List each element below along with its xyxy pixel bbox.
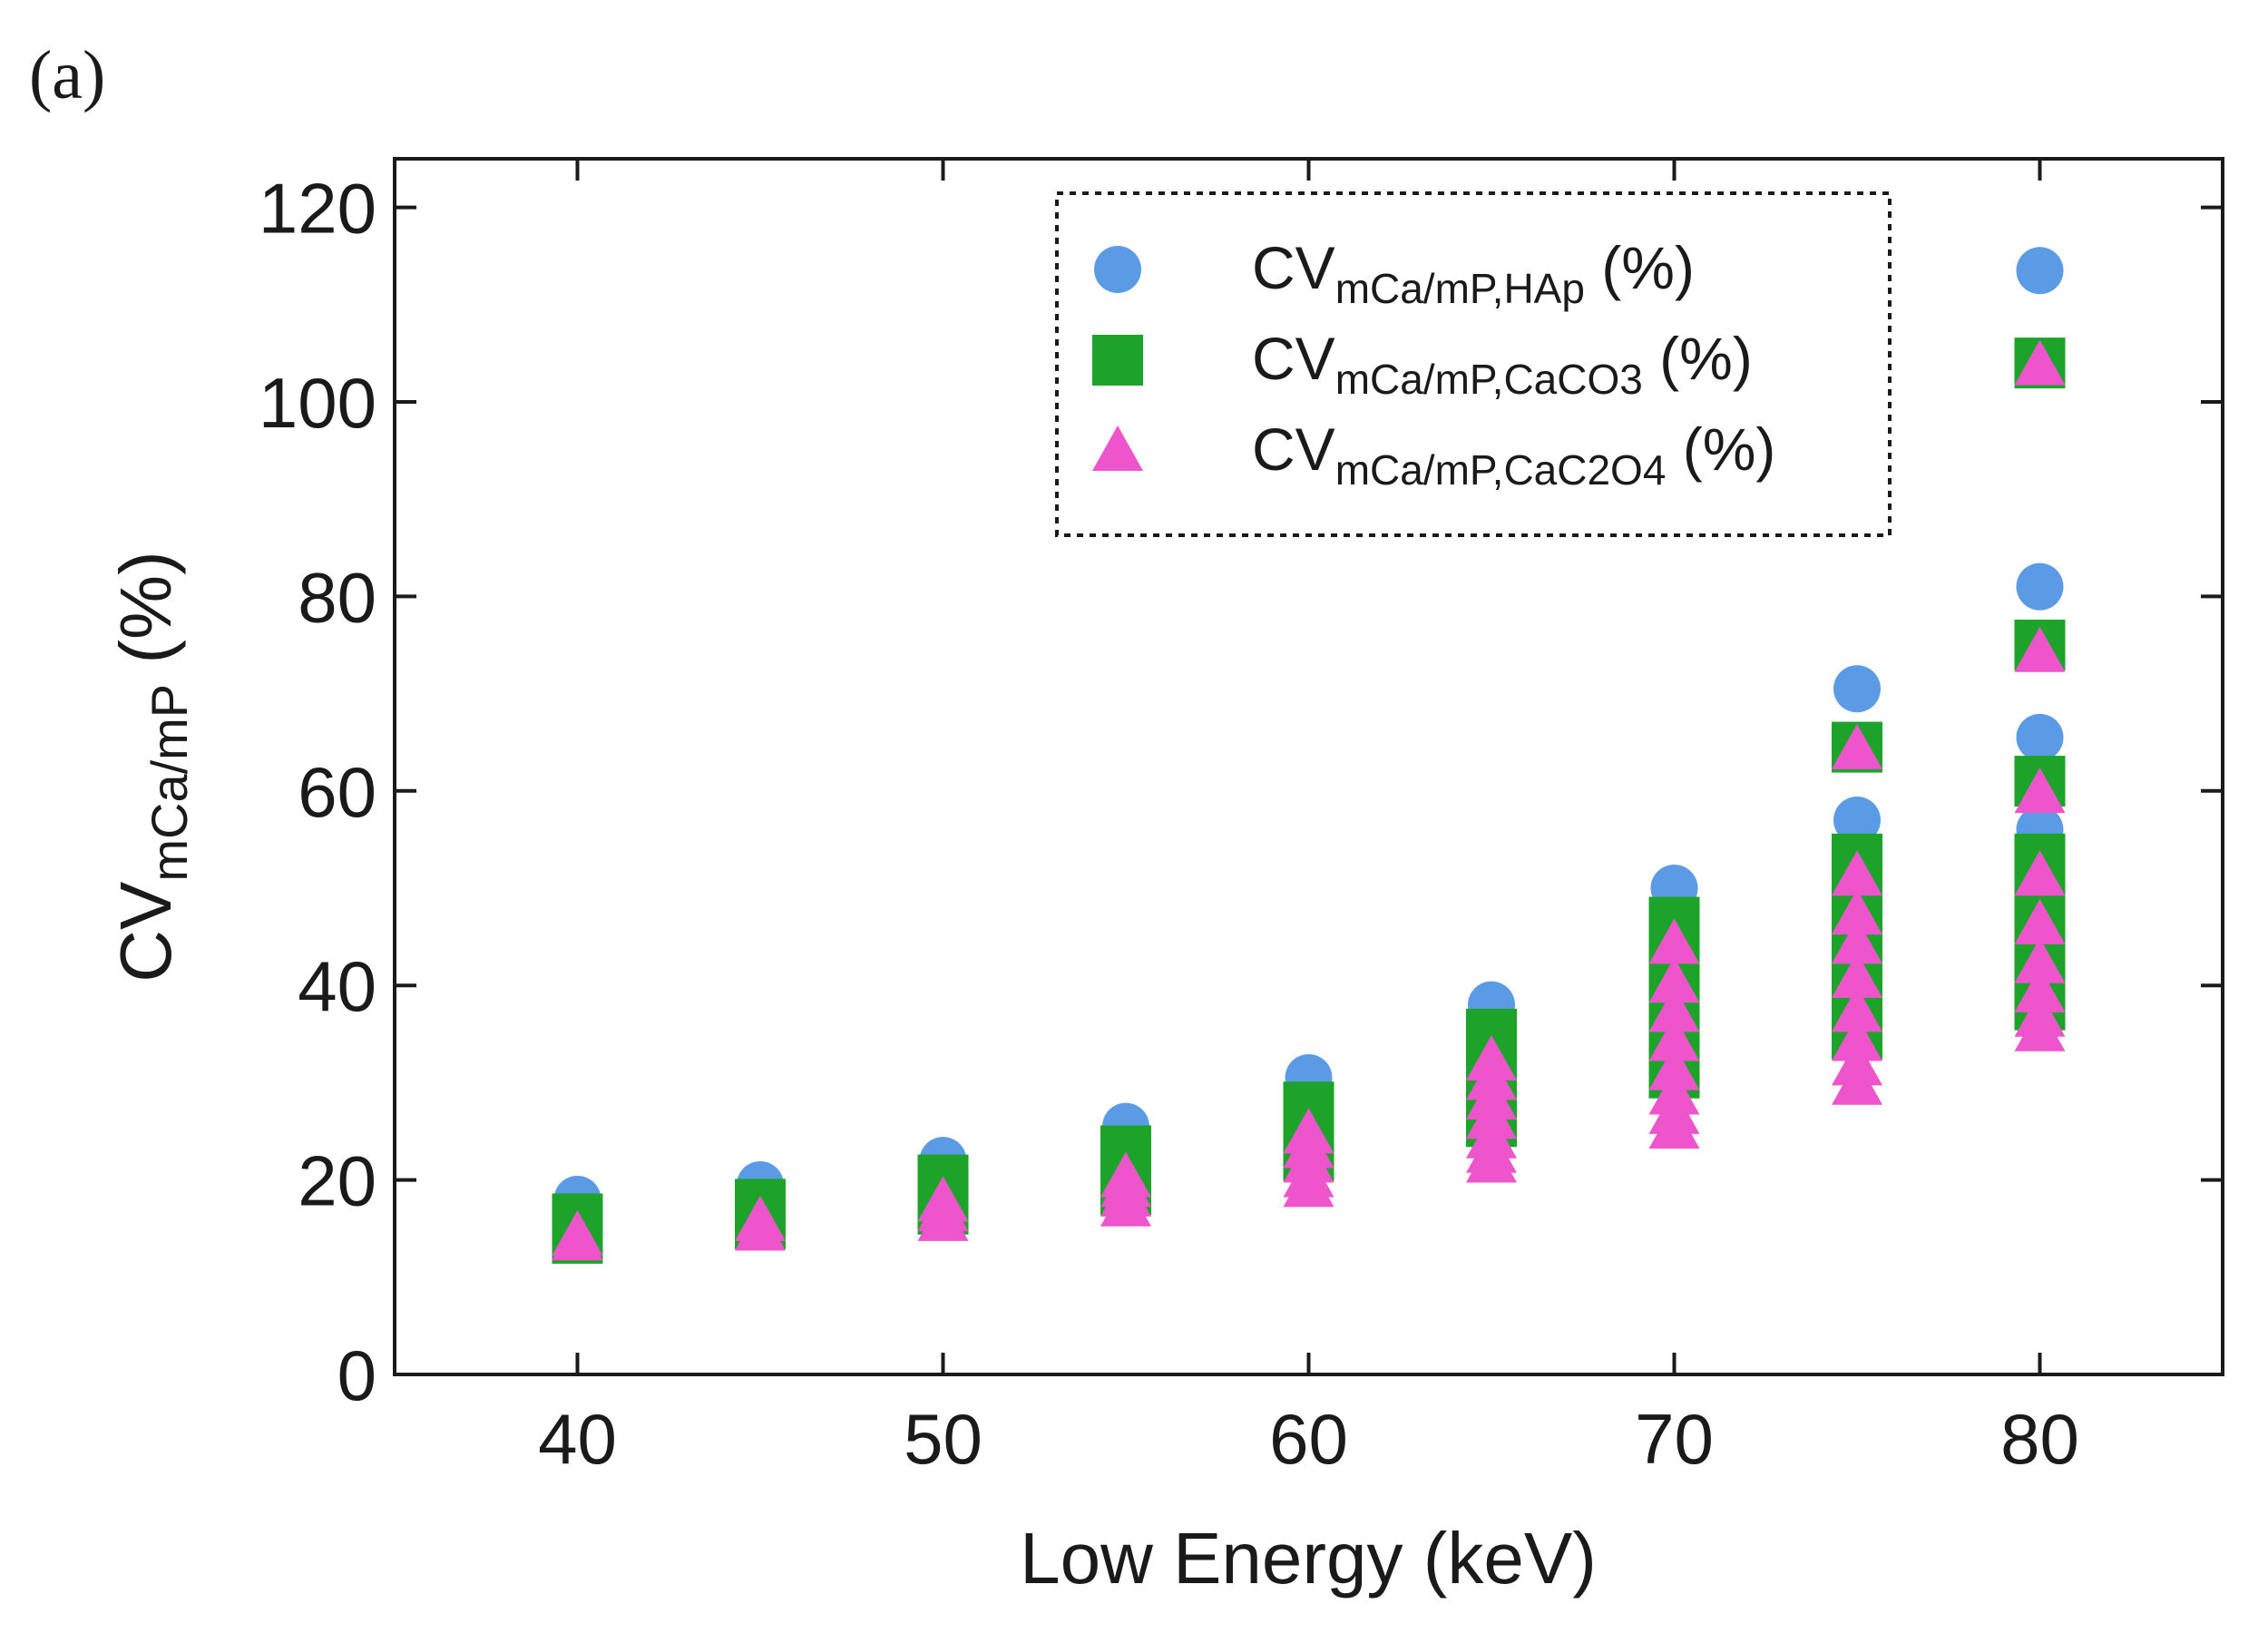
y-tick-label-60: 60 — [298, 752, 376, 832]
point-triangle-34 — [1832, 918, 1882, 964]
point-triangle-31 — [1832, 723, 1882, 769]
legend-cac2o4-suffix: (%) — [1666, 416, 1775, 483]
legend-marker-circle — [1094, 246, 1141, 293]
legend-caco3-main: CV — [1252, 325, 1335, 392]
point-circle-29 — [1833, 665, 1881, 713]
legend-caco3-sub: mCa/mP,CaCO3 — [1335, 356, 1643, 403]
point-triangle-15 — [1283, 1161, 1334, 1208]
point-triangle-33 — [1832, 889, 1882, 935]
point-triangle-42 — [2014, 768, 2066, 814]
point-triangle-27 — [1648, 1044, 1700, 1090]
point-circle-37 — [2016, 562, 2064, 611]
point-triangle-6 — [917, 1195, 969, 1241]
point-triangle-41 — [2014, 626, 2066, 672]
x-tick-label-40: 40 — [538, 1399, 617, 1479]
point-triangle-32 — [1832, 850, 1882, 896]
y-tick-label-100: 100 — [259, 363, 376, 443]
y-axis-title-sub: mCa/mP — [141, 684, 198, 882]
y-tick-label-40: 40 — [298, 946, 376, 1026]
point-circle-30 — [1833, 796, 1881, 844]
x-tick-label-50: 50 — [904, 1399, 982, 1479]
point-triangle-37 — [1832, 1015, 1882, 1061]
x-tick-label-70: 70 — [1635, 1399, 1714, 1479]
point-triangle-22 — [1466, 1137, 1517, 1183]
data-points — [552, 247, 2066, 1264]
legend-markers — [1092, 246, 1143, 471]
legend-label-cac2o4: CVmCa/mP,CaC2O4 (%) — [1252, 416, 1775, 494]
point-circle-36 — [2016, 247, 2064, 295]
legend-cac2o4-sub: mCa/mP,CaC2O4 — [1335, 446, 1667, 494]
point-triangle-30 — [1648, 1103, 1700, 1149]
point-triangle-26 — [1648, 1015, 1700, 1061]
axis-ticks — [395, 159, 2223, 1376]
legend-box — [1055, 191, 1892, 537]
point-triangle-40 — [2014, 339, 2066, 386]
legend-hap-sub: mCa/mP,HAp — [1335, 265, 1585, 312]
point-triangle-35 — [1832, 952, 1882, 998]
legend-hap-suffix: (%) — [1585, 234, 1695, 301]
point-triangle-46 — [2014, 966, 2066, 1012]
point-triangle-1 — [552, 1215, 603, 1261]
x-axis-title: Low Energy (keV) — [1020, 1518, 1597, 1599]
y-axis-title: CVmCa/mP (%) — [105, 551, 198, 983]
point-triangle-45 — [2014, 937, 2066, 983]
legend-hap-main: CV — [1252, 234, 1335, 301]
legend-label-hap: CVmCa/mP,HAp (%) — [1252, 234, 1695, 312]
point-circle-38 — [2016, 713, 2064, 761]
point-triangle-44 — [2014, 898, 2066, 944]
legend: CVmCa/mP,HAp (%) CVmCa/mP,CaCO3 (%) CVmC… — [1055, 191, 1892, 537]
y-axis-title-main: CV — [105, 881, 186, 983]
legend-marker-triangle — [1092, 425, 1143, 471]
y-tick-label-80: 80 — [298, 557, 376, 637]
point-triangle-23 — [1648, 918, 1700, 964]
point-triangle-10 — [1100, 1180, 1151, 1227]
point-triangle-25 — [1648, 986, 1700, 1032]
legend-label-caco3: CVmCa/mP,CaCO3 (%) — [1252, 325, 1753, 403]
point-triangle-48 — [2014, 1005, 2066, 1051]
y-tick-label-0: 0 — [337, 1335, 376, 1415]
panel-label: (a) — [29, 37, 105, 113]
x-tick-label-60: 60 — [1269, 1399, 1348, 1479]
y-axis-title-suffix: (%) — [105, 551, 186, 684]
point-triangle-36 — [1832, 986, 1882, 1032]
point-triangle-43 — [2014, 850, 2066, 896]
x-tick-labels: 40 50 60 70 80 — [538, 1399, 2079, 1479]
point-triangle-39 — [1832, 1059, 1882, 1105]
series-triangle — [552, 339, 2066, 1261]
point-triangle-3 — [735, 1205, 786, 1251]
legend-caco3-suffix: (%) — [1643, 325, 1753, 392]
y-tick-labels: 0 20 40 60 80 100 120 — [259, 169, 376, 1415]
legend-marker-square — [1092, 335, 1143, 386]
y-tick-label-120: 120 — [259, 169, 376, 249]
legend-cac2o4-main: CV — [1252, 416, 1335, 483]
point-triangle-24 — [1648, 957, 1700, 1003]
y-tick-label-20: 20 — [298, 1141, 376, 1221]
x-tick-label-80: 80 — [2000, 1399, 2079, 1479]
